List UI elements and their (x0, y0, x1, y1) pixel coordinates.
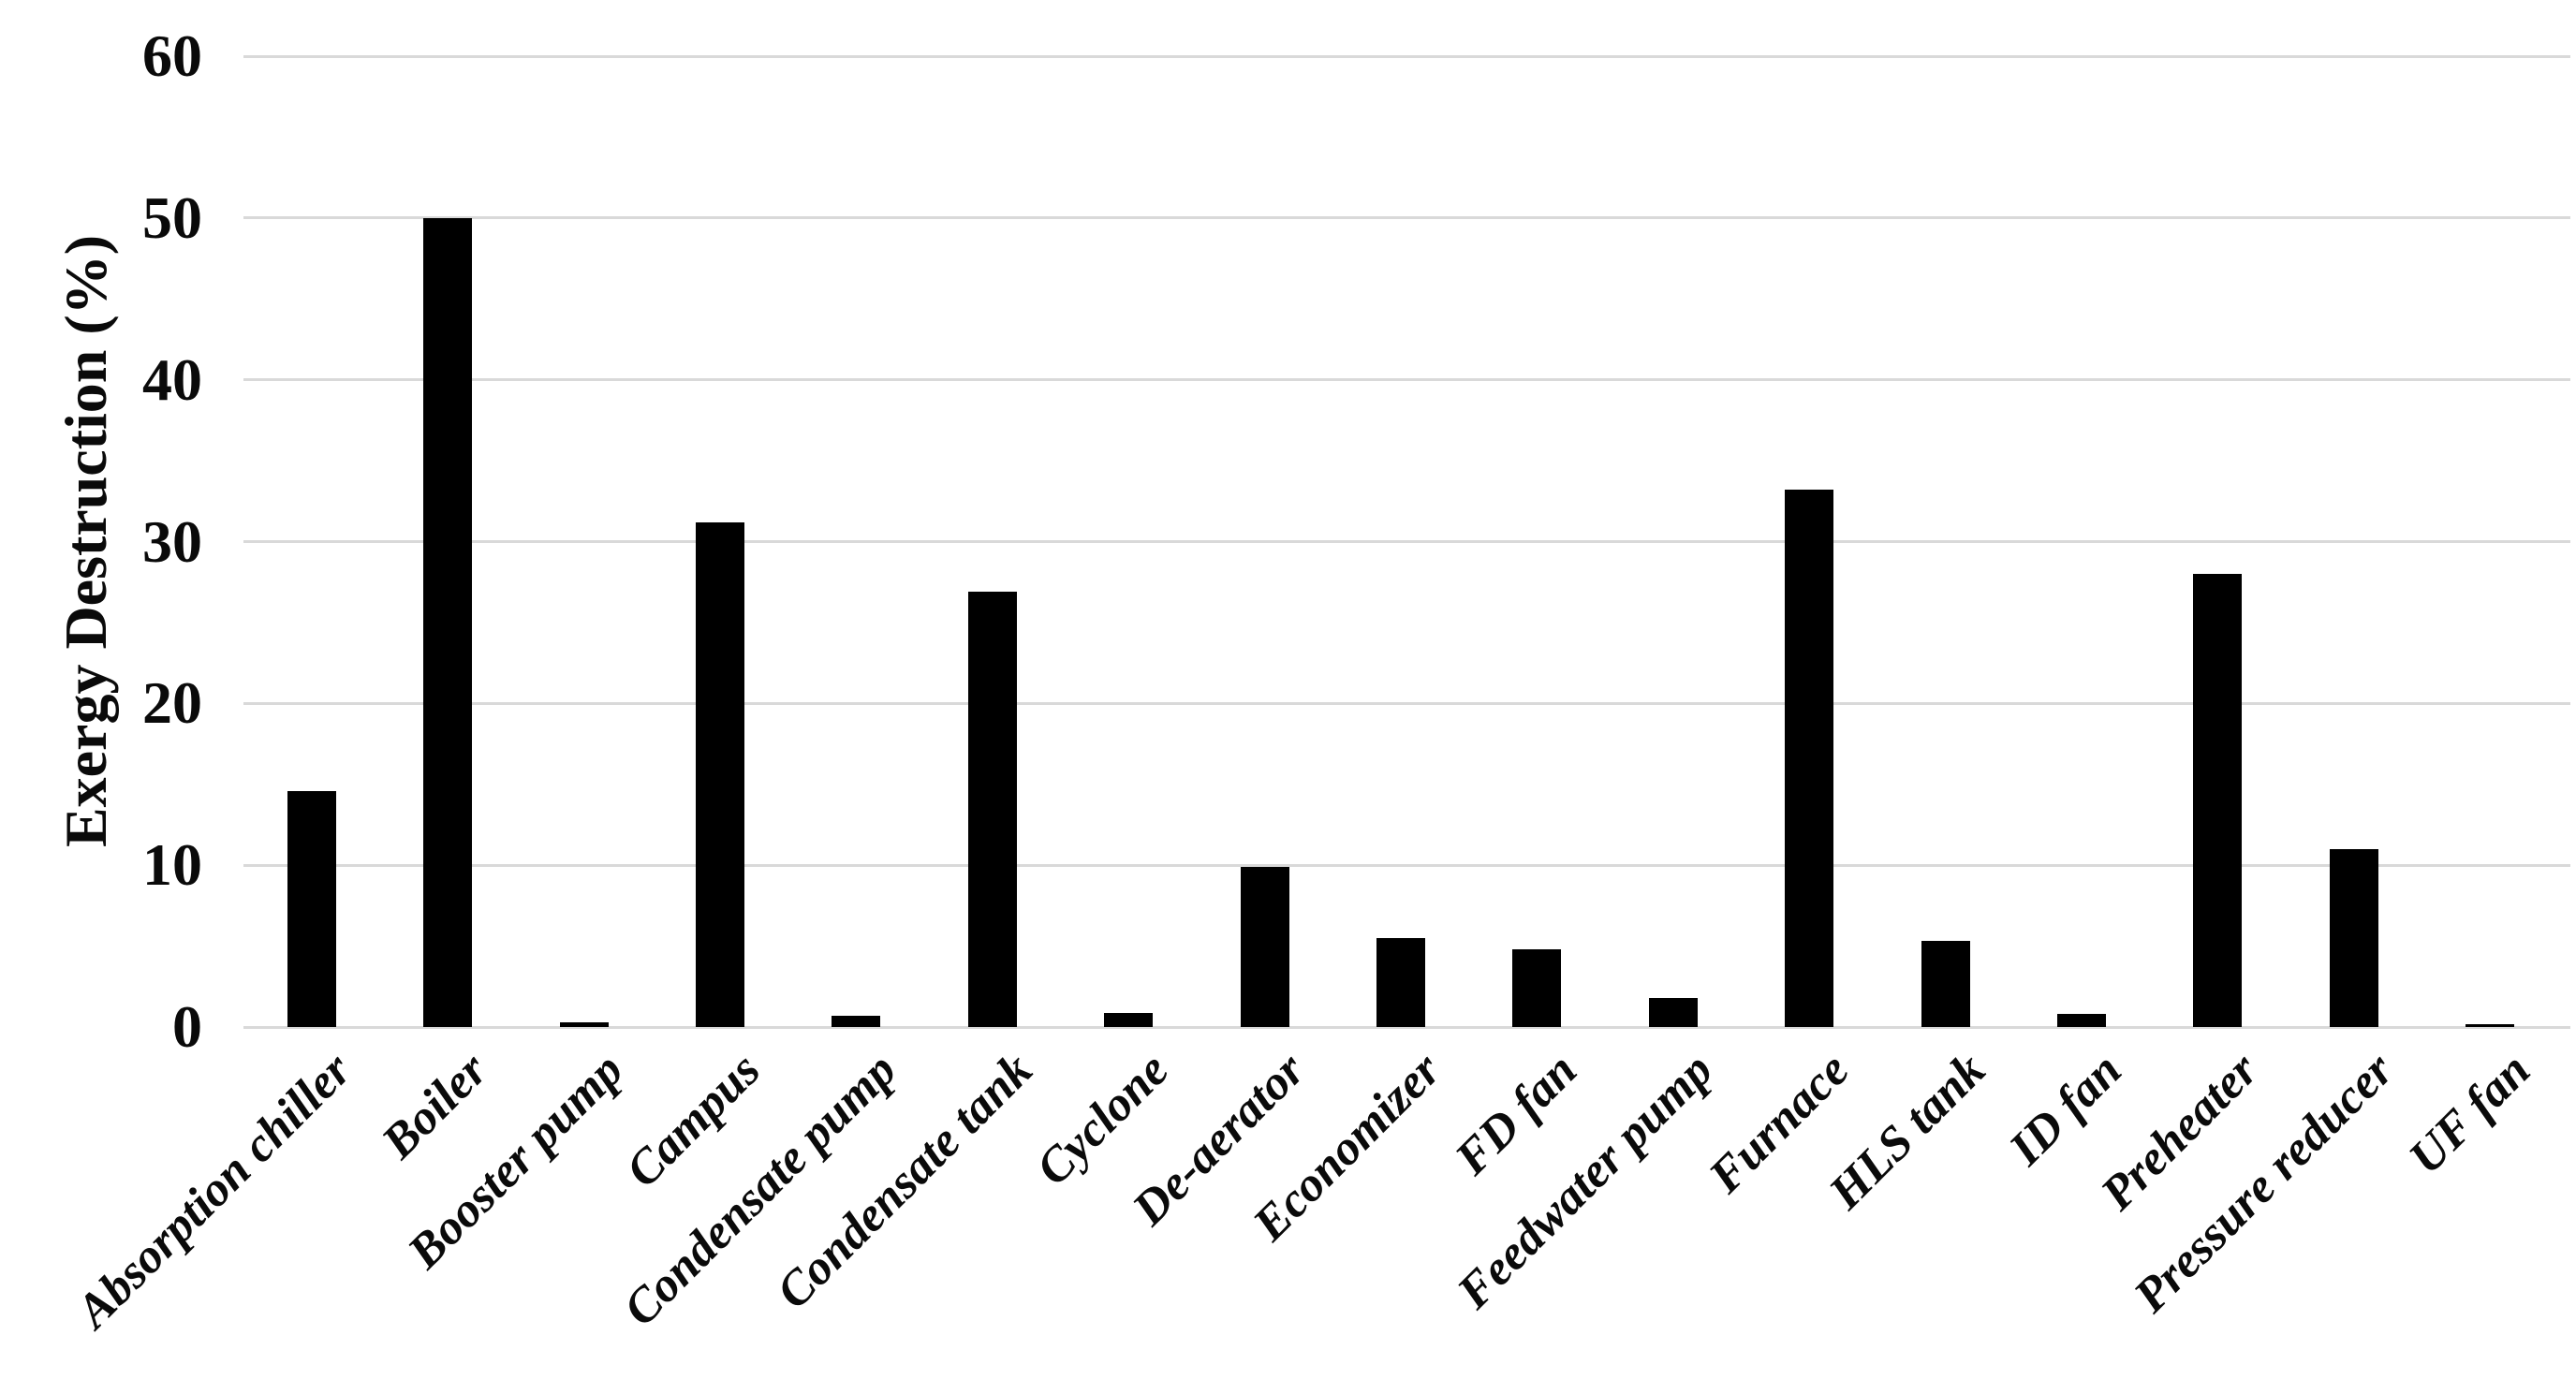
x-label-boiler: Boiler (372, 1043, 498, 1169)
gridline-y-50 (243, 216, 2570, 220)
plot-area (243, 54, 2570, 1029)
bar-hls-tank (1921, 941, 1970, 1027)
gridline-y-0 (243, 1025, 2570, 1029)
bar-condensate-pump (832, 1016, 880, 1027)
y-tick-label-20: 20 (142, 669, 202, 737)
bar-de-aerator (1241, 867, 1289, 1027)
x-label-feedwater-pump: Feedwater pump (1447, 1043, 1724, 1319)
bar-fd-fan (1512, 949, 1561, 1027)
bar-feedwater-pump (1649, 998, 1698, 1027)
gridline-y-40 (243, 378, 2570, 382)
x-label-uf-fan: UF fan (2398, 1043, 2540, 1185)
y-tick-label-30: 30 (142, 507, 202, 575)
bar-economizer (1376, 938, 1425, 1027)
gridline-y-60 (243, 54, 2570, 58)
x-label-id-fan: ID fan (1999, 1043, 2132, 1176)
y-tick-label-10: 10 (142, 831, 202, 899)
x-label-pressure-reducer: Pressure reducer (2124, 1043, 2405, 1323)
y-tick-label-0: 0 (172, 993, 202, 1060)
y-tick-label-60: 60 (142, 22, 202, 89)
x-label-condensate-tank: Condensate tank (766, 1043, 1043, 1319)
bar-id-fan (2057, 1014, 2106, 1027)
bar-absorption-chiller (287, 791, 336, 1027)
bar-campus (696, 522, 744, 1027)
bar-preheater (2193, 574, 2242, 1027)
x-label-absorption-chiller: Absorption chiller (66, 1043, 362, 1339)
gridline-y-10 (243, 863, 2570, 867)
y-tick-label-40: 40 (142, 345, 202, 413)
y-tick-label-50: 50 (142, 183, 202, 251)
bar-pressure-reducer (2330, 849, 2378, 1027)
bar-booster-pump (560, 1022, 609, 1027)
bar-condensate-tank (968, 592, 1017, 1027)
bar-furnace (1785, 490, 1833, 1027)
gridline-y-20 (243, 701, 2570, 705)
bar-uf-fan (2466, 1024, 2514, 1027)
bar-cyclone (1104, 1013, 1153, 1027)
gridline-y-30 (243, 540, 2570, 543)
bar-boiler (423, 218, 472, 1027)
